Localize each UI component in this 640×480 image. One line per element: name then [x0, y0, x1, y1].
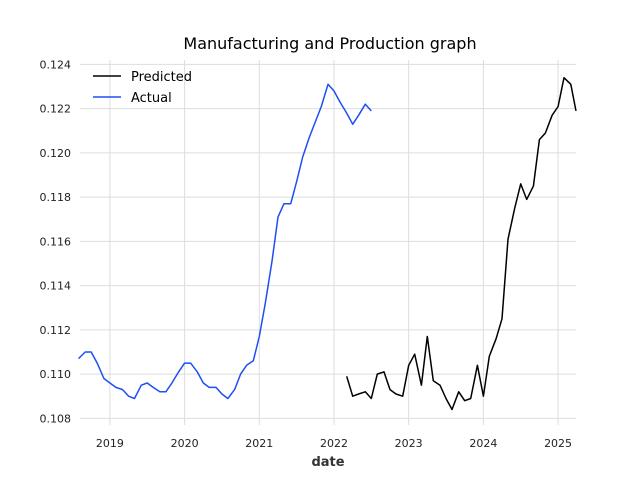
series-layer — [77, 76, 577, 411]
x-axis-ticks: 2019 2020 2021 2022 2023 2024 2025 — [96, 437, 572, 450]
x-tick-label: 2019 — [96, 437, 124, 450]
y-tick-label: 0.108 — [40, 412, 72, 425]
y-tick-label: 0.110 — [40, 368, 72, 381]
y-tick-label: 0.122 — [40, 103, 72, 116]
y-tick-label: 0.120 — [40, 147, 72, 160]
y-tick-label: 0.112 — [40, 324, 72, 337]
y-tick-label: 0.118 — [40, 191, 72, 204]
x-tick-label: 2020 — [171, 437, 199, 450]
y-tick-label: 0.114 — [40, 280, 72, 293]
x-axis-label: date — [311, 455, 344, 470]
series-line-actual — [77, 83, 372, 400]
legend: Predicted Actual — [93, 70, 192, 106]
y-tick-label: 0.124 — [40, 58, 72, 71]
x-tick-label: 2022 — [320, 437, 348, 450]
series-line-predicted — [345, 76, 577, 411]
x-tick-label: 2021 — [245, 437, 273, 450]
y-axis-ticks: 0.108 0.110 0.112 0.114 0.116 0.118 0.120 0.122… — [40, 58, 72, 425]
y-tick-label: 0.116 — [40, 235, 72, 248]
legend-label-actual: Actual — [131, 91, 172, 106]
legend-label-predicted: Predicted — [131, 70, 192, 85]
x-tick-label: 2025 — [544, 437, 572, 450]
chart-title: Manufacturing and Production graph — [183, 34, 476, 53]
x-tick-label: 2023 — [395, 437, 423, 450]
grid — [80, 60, 576, 425]
x-tick-label: 2024 — [469, 437, 497, 450]
